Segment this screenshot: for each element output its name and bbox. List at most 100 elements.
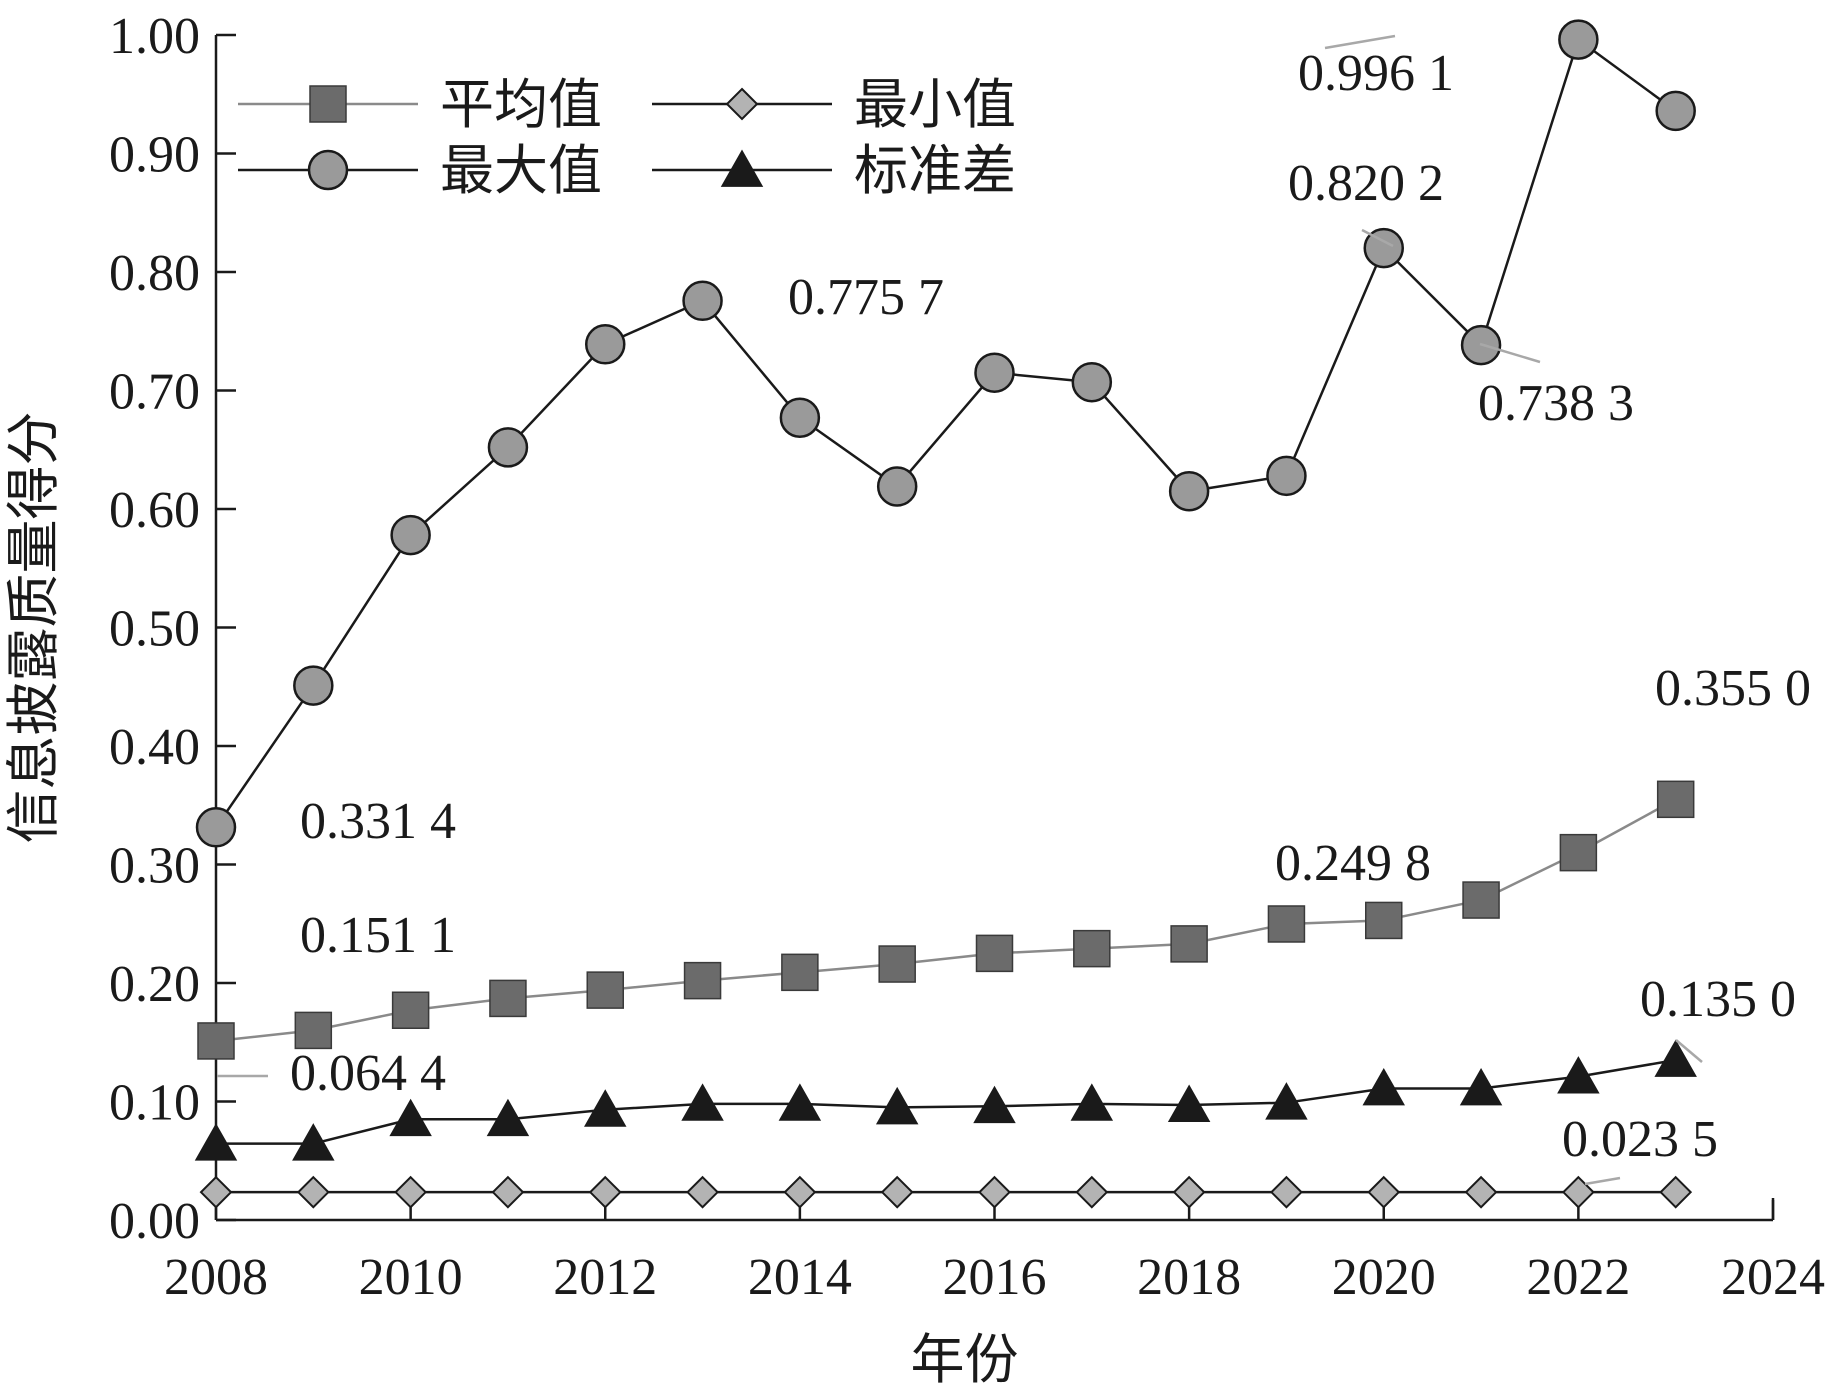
y-tick-label-1-00: 1.00 [109,8,200,65]
series-1-point-2013 [683,961,722,1000]
series-3 [195,19,1696,848]
series-4-point-2020 [1362,1067,1405,1106]
y-tick-label-0-10: 0.10 [109,1075,200,1132]
series-1-point-2008 [197,1022,235,1060]
series-2-point-2014 [783,1175,817,1209]
x-tick-label-2022: 2022 [1526,1249,1630,1306]
x-tick-label-2018: 2018 [1137,1249,1241,1306]
series-2-point-2016 [978,1175,1011,1209]
annotation-label-4: 0.775 7 [788,269,944,326]
annotation-leader-1 [1324,34,1396,50]
y-tick-label-0-80: 0.80 [109,245,200,302]
series-2-point-2009 [296,1175,330,1209]
series-1-point-2010 [391,991,430,1030]
series-4-point-2010 [389,1098,432,1137]
annotation-layer: 0.996 1 0.820 2 0.738 3 0.775 7 0.355 0 0.331… [217,34,1811,1186]
annotation-label-7: 0.249 8 [1275,835,1431,892]
series-1-line [215,798,1677,1043]
series-1-point-2014 [781,953,819,992]
series-3-line [214,37,1677,828]
series-2-point-2020 [1367,1175,1401,1209]
series-4-point-2009 [292,1123,335,1161]
series-4-point-2023 [1654,1039,1697,1077]
series-1-point-2020 [1365,901,1403,940]
series-4-point-2017 [1070,1083,1114,1121]
annotation-label-1: 0.996 1 [1298,45,1454,102]
series-1-point-2022 [1559,833,1598,872]
series-3-point-2014 [779,397,821,439]
legend-swatch-marker-3 [307,149,349,191]
series-3-point-2013 [682,280,723,322]
x-tick-label-2014: 2014 [748,1249,852,1306]
series-1-point-2016 [975,934,1014,973]
series-3-point-2015 [876,466,918,507]
y-tick-label-0-00: 0.00 [109,1193,200,1250]
series-1-point-2009 [294,1011,333,1050]
x-axis-title: 年份 [911,1328,1019,1391]
series-layer [194,19,1697,1209]
y-tick-label-0-70: 0.70 [109,364,200,421]
series-2-point-2008 [199,1175,233,1209]
x-tick-label-2012: 2012 [553,1249,657,1306]
annotation-label-2: 0.820 2 [1288,155,1444,212]
annotation-label-8: 0.151 1 [300,907,456,964]
legend-swatch-marker-4 [720,149,764,187]
series-2-point-2018 [1172,1175,1206,1209]
series-4-point-2021 [1459,1067,1503,1106]
x-tick-label-2024: 2024 [1721,1249,1825,1306]
series-1-point-2018 [1170,925,1208,963]
series-3-point-2012 [585,324,626,365]
legend-item-1: 平均值 [238,73,602,136]
x-tick-label-2020: 2020 [1332,1249,1436,1306]
annotation-label-6: 0.331 4 [300,793,456,850]
series-2-point-2013 [686,1175,719,1209]
series-3-point-2008 [195,807,237,848]
series-3-point-2017 [1071,361,1113,403]
series-2-point-2017 [1075,1175,1109,1209]
series-4-point-2008 [194,1123,238,1161]
x-ticks: 2008 2010 2012 2014 2016 2018 2020 2022 2024 [164,1200,1825,1306]
annotation-label-5: 0.355 0 [1655,660,1811,717]
series-1-point-2011 [489,979,527,1018]
legend-item-2: 最小值 [652,73,1016,136]
series-2 [199,1175,1693,1209]
legend-label-3: 最大值 [440,139,602,202]
y-tick-label-0-60: 0.60 [109,482,200,539]
series-4-point-2019 [1265,1082,1308,1120]
y-tick-label-0-50: 0.50 [109,601,200,658]
axes [214,35,1775,1222]
series-4-line [216,1058,1676,1145]
legend-label-4: 标准差 [854,139,1016,202]
annotation-leader-9 [1675,1039,1703,1063]
series-3-point-2011 [487,427,529,468]
y-tick-label-0-40: 0.40 [109,719,200,776]
legend-label-1: 平均值 [440,73,602,136]
series-2-point-2019 [1270,1175,1303,1209]
legend-item-3: 最大值 [238,139,602,202]
annotation-label-9: 0.135 0 [1640,971,1796,1028]
annotation-label-3: 0.738 3 [1478,375,1634,432]
series-2-point-2010 [394,1175,428,1209]
annotation-leader-2 [1361,228,1394,248]
annotation-label-10: 0.064 4 [290,1045,446,1102]
series-2-point-2012 [588,1175,622,1209]
series-4-point-2013 [681,1083,724,1121]
series-4-point-2011 [486,1098,530,1137]
series-1-point-2015 [878,945,916,983]
x-tick-label-2008: 2008 [164,1249,268,1306]
legend-label-2: 最小值 [854,73,1016,136]
series-4-point-2018 [1167,1084,1211,1122]
series-1 [197,780,1695,1060]
y-ticks: 0.00 0.10 0.20 0.30 0.40 0.50 0.60 0.70 0.80 0.90… [109,8,236,1250]
series-2-point-2021 [1464,1175,1498,1209]
series-1-point-2017 [1073,929,1111,968]
series-2-point-2023 [1659,1175,1693,1209]
series-3-point-2010 [390,514,431,556]
series-1-point-2021 [1462,881,1500,919]
annotation-label-11: 0.023 5 [1562,1111,1718,1168]
series-3-point-2018 [1168,470,1210,512]
series-3-point-2009 [293,665,334,706]
y-tick-label-0-90: 0.90 [109,127,200,184]
